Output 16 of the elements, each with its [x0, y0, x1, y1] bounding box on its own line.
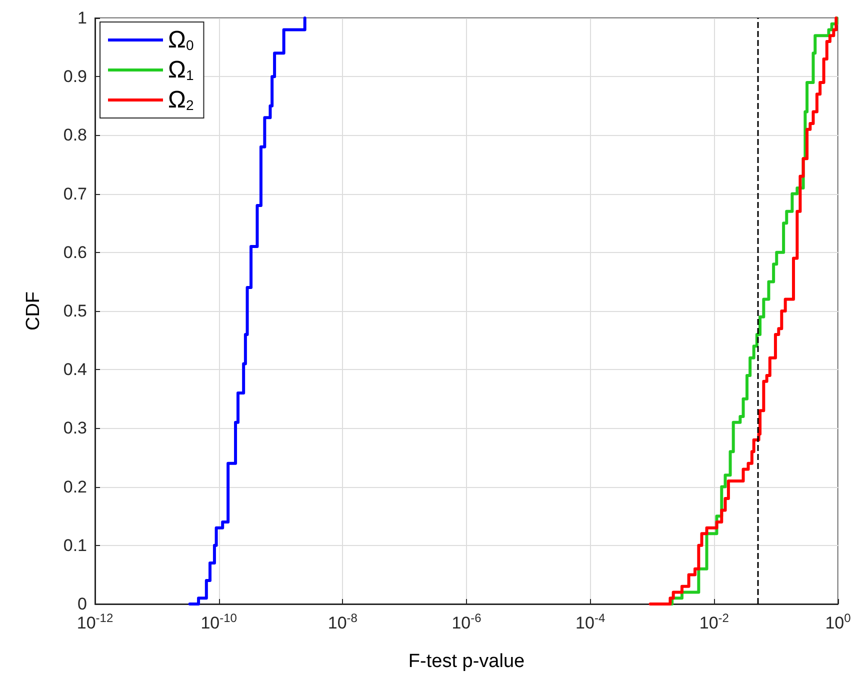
- legend-label: Ω2: [168, 86, 194, 114]
- legend-label: Ω0: [168, 26, 194, 54]
- y-tick-label: 0.4: [63, 360, 87, 380]
- y-tick-label: 0: [78, 594, 87, 614]
- legend-label: Ω1: [168, 56, 194, 84]
- y-tick-label: 0.9: [63, 67, 87, 86]
- y-axis-title: CDF: [23, 291, 44, 331]
- y-tick-label: 0.7: [63, 184, 87, 204]
- y-tick-label: 0.5: [63, 302, 87, 320]
- y-tick-label: 1: [78, 8, 87, 28]
- y-tick-label: 0.2: [63, 477, 87, 496]
- y-tick-label: 0.3: [63, 418, 87, 438]
- x-axis-title: F-test p-value: [408, 651, 525, 672]
- y-tick-label: 0.8: [63, 126, 87, 145]
- y-tick-label: 0.6: [63, 242, 87, 262]
- y-tick-label: 0.1: [63, 536, 87, 555]
